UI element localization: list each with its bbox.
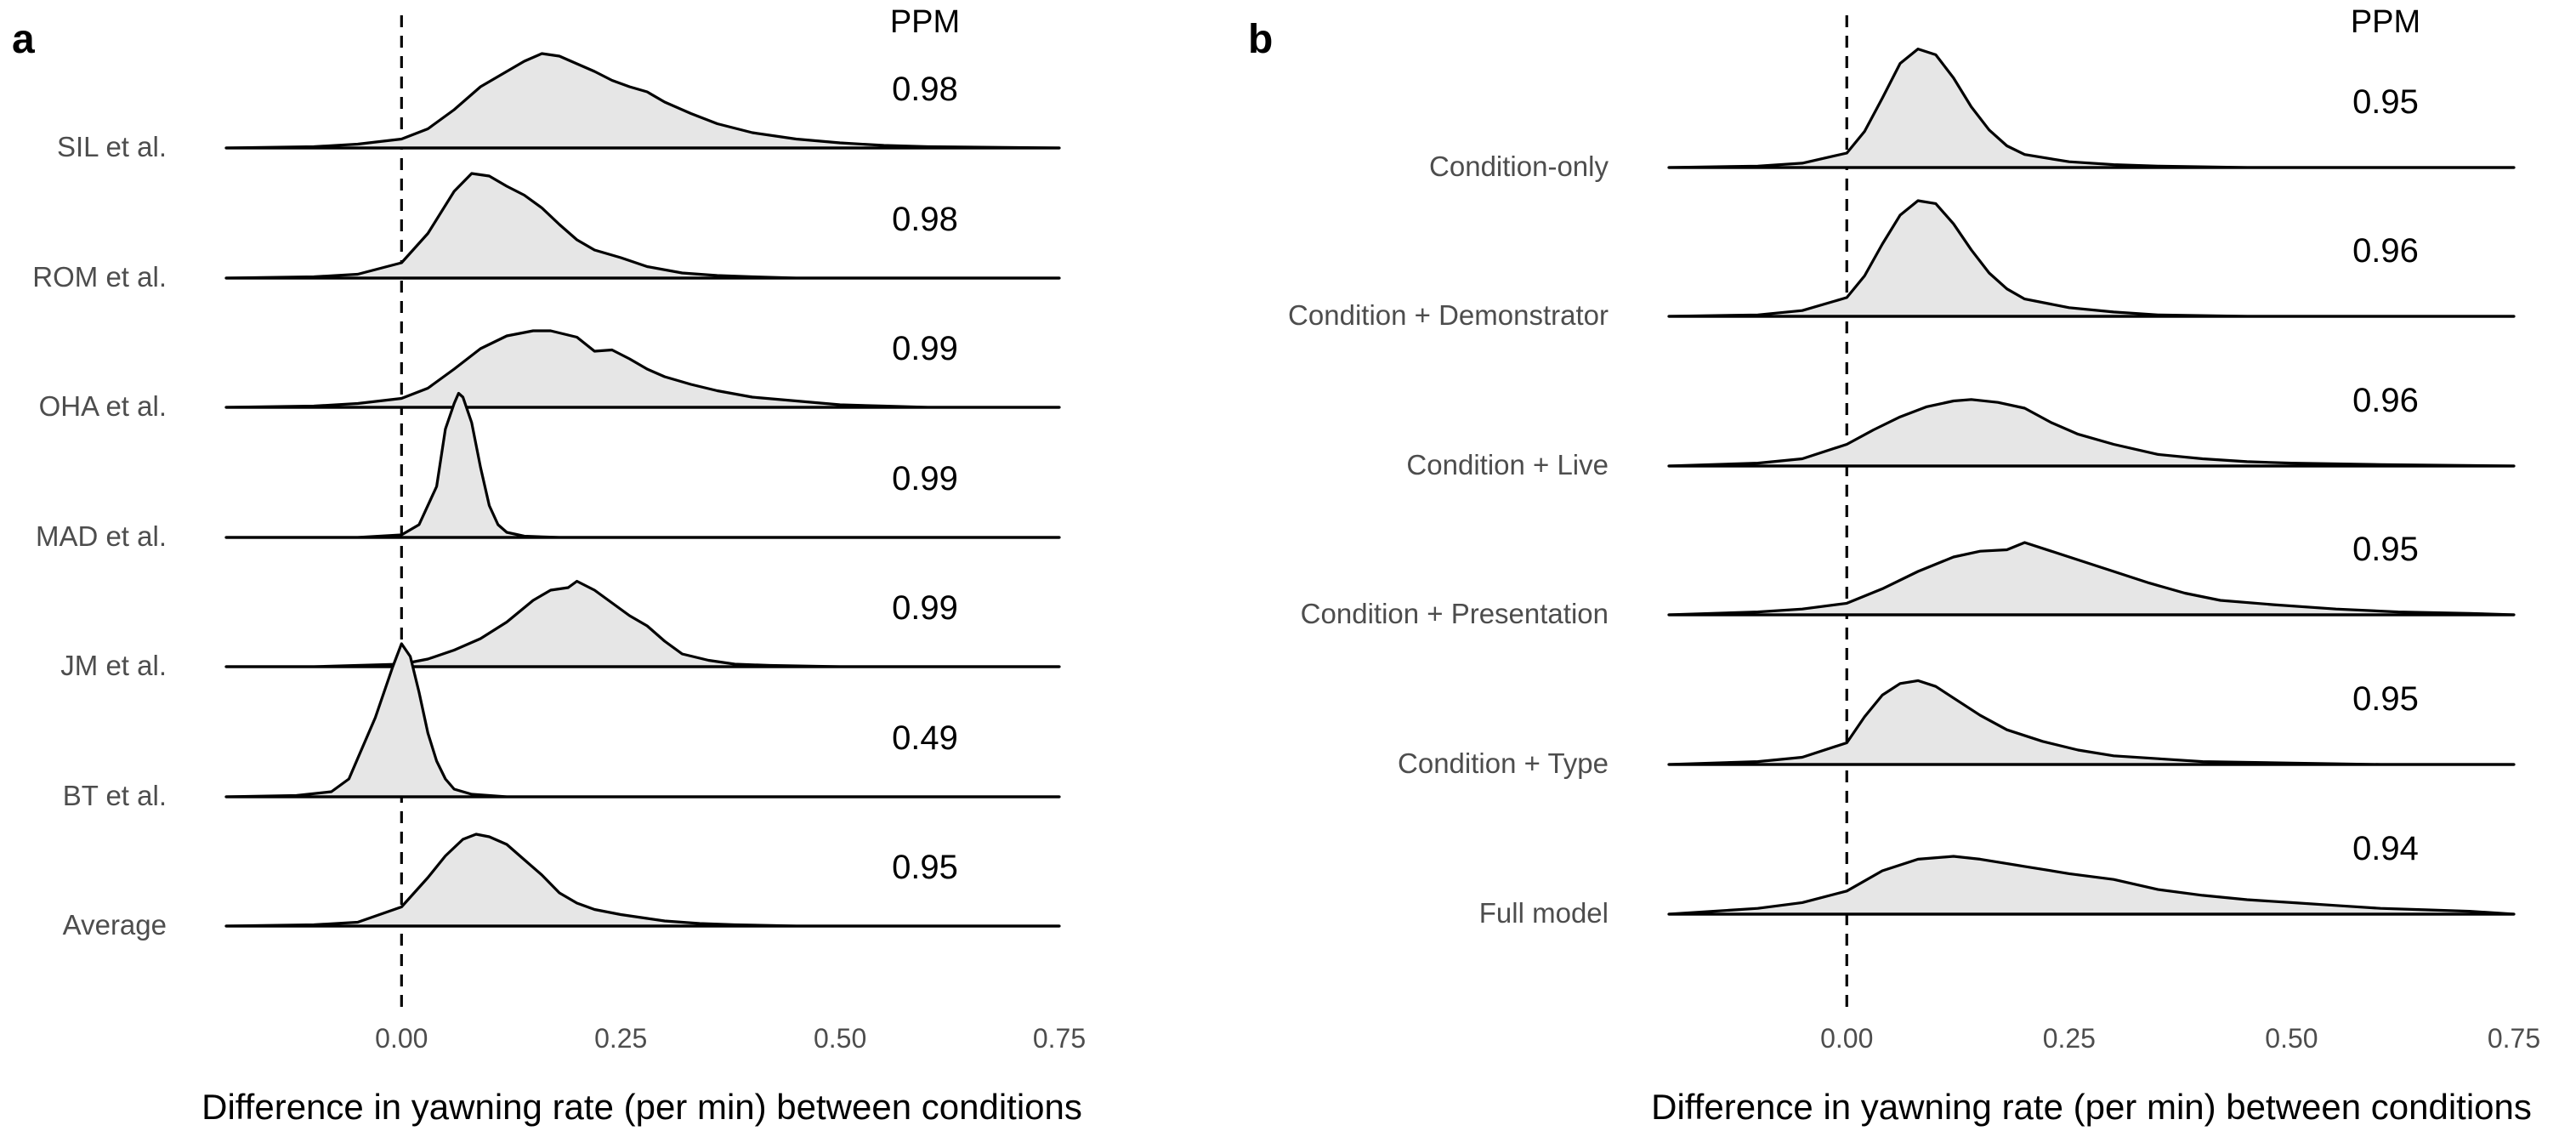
density-ridge — [224, 172, 1061, 280]
ridge-row: SIL et al. 0.98 — [57, 52, 1061, 162]
row-label: ROM et al. — [32, 261, 167, 293]
ppm-value: 0.99 — [892, 460, 958, 497]
x-tick-label: 0.75 — [1033, 1023, 1086, 1054]
row-label: SIL et al. — [57, 131, 167, 162]
row-label: Condition + Type — [1398, 747, 1609, 779]
ridge-row: BT et al. 0.49 — [63, 642, 1061, 811]
row-label: Average — [63, 909, 167, 941]
density-ridge — [1667, 48, 2516, 169]
panel-a-ppm-header: PPM — [890, 4, 960, 40]
panel-b-letter: b — [1248, 17, 1273, 62]
ppm-value: 0.94 — [2352, 830, 2419, 867]
panel-a-x-axis-ticks: 0.00 0.25 0.50 0.75 — [375, 1023, 1086, 1054]
x-tick-label: 0.50 — [814, 1023, 866, 1054]
row-label: Condition + Live — [1406, 449, 1609, 480]
row-label: OHA et al. — [39, 390, 167, 422]
row-label: JM et al. — [60, 650, 167, 681]
density-ridge — [224, 642, 1061, 798]
ppm-value: 0.49 — [892, 719, 958, 757]
panel-b-ppm-header: PPM — [2351, 4, 2420, 40]
density-ridge — [224, 833, 1061, 928]
density-ridge — [1667, 679, 2516, 766]
density-ridge — [224, 52, 1061, 150]
row-label: BT et al. — [63, 780, 167, 811]
row-label: Condition + Demonstrator — [1288, 299, 1609, 331]
ridge-row: Condition + Type 0.95 — [1398, 679, 2516, 779]
ppm-value: 0.95 — [2352, 680, 2419, 718]
x-tick-label: 0.25 — [594, 1023, 647, 1054]
ppm-value: 0.95 — [2352, 83, 2419, 121]
x-tick-label: 0.00 — [1820, 1023, 1873, 1054]
panel-b: b PPM Condition-only 0.95 Condition + Demo… — [1248, 4, 2540, 1127]
density-ridge — [224, 579, 1061, 668]
row-label: MAD et al. — [36, 520, 167, 552]
ppm-value: 0.98 — [892, 71, 958, 108]
ridge-row: Full model 0.94 — [1479, 830, 2516, 929]
ridge-row: ROM et al. 0.98 — [32, 172, 1061, 293]
ppm-value: 0.95 — [2352, 531, 2419, 568]
panel-b-ridges: Condition-only 0.95 Condition + Demonstrat… — [1288, 48, 2516, 929]
ppm-value: 0.96 — [2352, 232, 2419, 270]
x-tick-label: 0.00 — [375, 1023, 428, 1054]
ridge-row: Condition + Presentation 0.95 — [1301, 531, 2516, 629]
panel-a-letter: a — [12, 17, 35, 62]
ppm-value: 0.99 — [892, 589, 958, 627]
panel-a-ridges: SIL et al. 0.98 ROM et al. 0.98 OHA et al. 0.… — [32, 52, 1061, 941]
panel-a-x-axis-title: Difference in yawning rate (per min) bet… — [201, 1087, 1082, 1127]
density-ridge — [1667, 199, 2516, 318]
panel-b-x-axis-title: Difference in yawning rate (per min) bet… — [1651, 1087, 2532, 1127]
ridge-row: Average 0.95 — [63, 833, 1061, 941]
density-ridge — [1667, 398, 2516, 468]
ppm-value: 0.99 — [892, 330, 958, 367]
row-label: Condition + Presentation — [1301, 598, 1609, 629]
row-label: Condition-only — [1429, 151, 1609, 182]
x-tick-label: 0.25 — [2043, 1023, 2096, 1054]
ppm-value: 0.98 — [892, 201, 958, 238]
ridge-row: Condition + Demonstrator 0.96 — [1288, 199, 2516, 331]
ridge-row: JM et al. 0.99 — [60, 579, 1061, 681]
x-tick-label: 0.50 — [2265, 1023, 2318, 1054]
ridge-row: Condition + Live 0.96 — [1406, 382, 2516, 480]
row-label: Full model — [1479, 897, 1609, 929]
ppm-value: 0.95 — [892, 849, 958, 886]
x-tick-label: 0.75 — [2488, 1023, 2540, 1054]
density-ridge — [1667, 541, 2516, 617]
panel-b-x-axis-ticks: 0.00 0.25 0.50 0.75 — [1820, 1023, 2540, 1054]
ridge-row: OHA et al. 0.99 — [39, 329, 1061, 422]
density-ridge — [224, 329, 1061, 409]
ppm-value: 0.96 — [2352, 382, 2419, 419]
panel-a: a PPM SIL et al. 0.98 ROM et al. 0.98 OHA et… — [12, 4, 1086, 1127]
ridge-row: MAD et al. 0.99 — [36, 391, 1061, 552]
ridge-row: Condition-only 0.95 — [1429, 48, 2516, 182]
density-ridge — [1667, 855, 2516, 916]
